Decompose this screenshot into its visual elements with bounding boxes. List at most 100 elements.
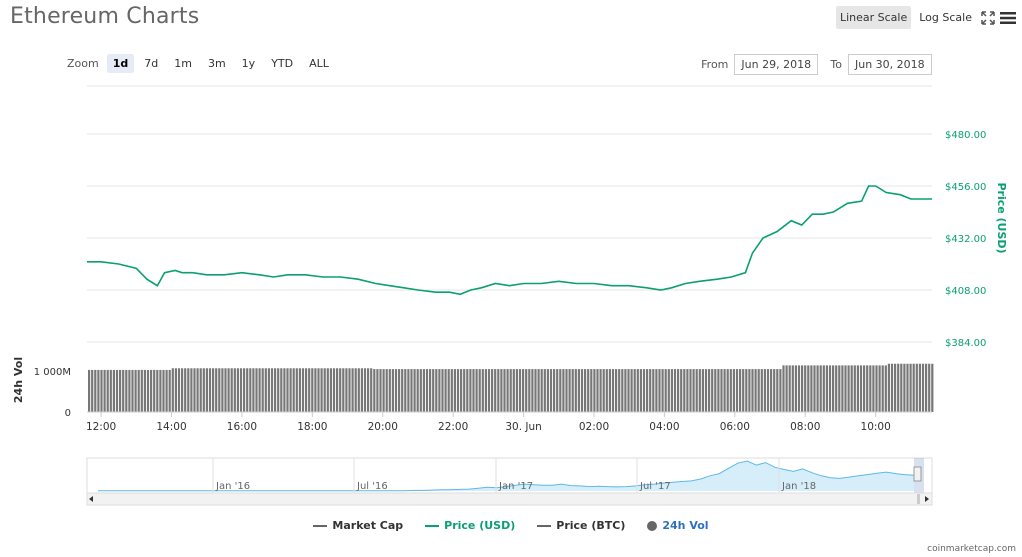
zoom-button-ytd[interactable]: YTD [271,57,294,70]
volume-bar [689,369,692,412]
volume-bar [112,369,115,412]
legend-item-price-btc[interactable]: Price (BTC) [537,519,625,532]
volume-bar [797,365,801,412]
navigator-scrollbar[interactable] [86,492,933,506]
volume-bar [128,369,131,412]
navigator-handle[interactable] [913,466,922,482]
volume-bar [348,368,351,412]
volume-bar [652,369,655,412]
hamburger-menu-icon[interactable] [1000,10,1016,26]
volume-bar [218,368,221,412]
volume-bar [608,369,611,412]
to-label: To [830,58,842,71]
zoom-button-all[interactable]: ALL [309,57,329,70]
volume-bar [258,368,261,412]
volume-bar [615,369,618,412]
volume-bar [122,369,125,412]
volume-bar [515,369,518,412]
navigator[interactable]: Jan '16 Jul '16 Jan '17 Jul '17 Jan '18 [86,457,933,506]
volume-bar [379,369,382,412]
price-usd-line[interactable] [87,185,932,296]
legend-item-24h-vol[interactable]: 24h Vol [647,519,709,532]
volume-bar [912,363,915,412]
volume-bar [367,368,370,412]
volume-axis: 1 000M 0 [34,367,71,419]
volume-bar [918,363,921,412]
volume-bar [376,369,379,412]
volume-bar [627,369,630,412]
volume-bar [267,368,270,412]
volume-bar [522,369,525,412]
volume-bar [791,365,794,412]
volume-tick-label: 1 000M [34,367,71,378]
volume-bar [677,369,680,412]
volume-bar [388,369,391,412]
legend-item-price-usd[interactable]: Price (USD) [425,519,515,532]
navigator-tick-label: Jul '16 [356,481,388,492]
volume-bar [481,369,484,412]
volume-bar [556,369,559,412]
volume-bar [181,368,184,412]
volume-bar [115,369,119,412]
volume-bar [708,369,711,412]
volume-bar [447,369,450,412]
scroll-right-icon[interactable] [925,496,929,502]
volume-bar [751,369,754,412]
volume-bar [822,365,825,412]
price-tick-label: $480.00 [945,130,986,141]
zoom-button-7d[interactable]: 7d [144,57,159,70]
volume-bar [208,368,212,412]
navigator-tick-label: Jan '17 [498,481,533,492]
volume-bar [810,365,813,412]
volume-bar [571,369,574,412]
volume-bar [528,369,531,412]
volume-bar [642,369,646,412]
price-chart[interactable]: $480.00 $456.00 $432.00 $408.00 $384.00 Pric… [0,0,1022,510]
volume-bar [813,365,816,412]
volume-bar [140,369,143,412]
volume-bar [221,368,224,412]
log-scale-button[interactable]: Log Scale [919,11,972,24]
volume-bar [903,363,906,412]
volume-bar [543,369,546,412]
volume-bar [537,369,540,412]
volume-bar [785,365,788,412]
volume-bar [370,368,373,412]
volume-bar [540,369,543,412]
x-tick-label: 14:00 [156,421,186,433]
volume-bar [205,368,208,412]
volume-bar [478,369,481,412]
volume-bar [562,369,565,412]
to-date-input[interactable]: Jun 30, 2018 [848,54,932,75]
linear-scale-button[interactable]: Linear Scale [835,6,912,29]
volume-bar [701,369,704,412]
volume-bar [193,368,196,412]
scroll-left-icon[interactable] [89,496,93,502]
volume-bar [413,369,416,412]
zoom-button-1d[interactable]: 1d [106,54,135,73]
volume-bar [534,369,537,412]
zoom-button-1m[interactable]: 1m [174,57,192,70]
navigator-tick-label: Jul '17 [639,481,671,492]
zoom-selector: Zoom 1d 7d 1m 3m 1y YTD ALL [67,54,335,73]
expand-icon[interactable] [980,10,996,26]
zoom-button-1y[interactable]: 1y [241,57,256,70]
legend-item-market-cap[interactable]: Market Cap [313,519,403,532]
volume-bar [422,369,425,412]
volume-bar [732,369,735,412]
volume-bar [748,369,751,412]
scrollbar-thumb[interactable] [917,494,920,504]
legend-label-market-cap: Market Cap [332,519,404,532]
x-tick-label: 06:00 [720,421,750,433]
date-range: From Jun 29, 2018 To Jun 30, 2018 [701,54,932,75]
volume-bar [559,369,562,412]
volume-bar [109,369,112,412]
zoom-button-3m[interactable]: 3m [207,57,226,70]
volume-bar [150,369,153,412]
volume-bar [649,369,652,412]
volume-bar [704,369,708,412]
volume-bar [401,369,404,412]
grid-lines [87,85,932,343]
from-date-input[interactable]: Jun 29, 2018 [734,54,819,75]
navigator-line [98,460,915,492]
